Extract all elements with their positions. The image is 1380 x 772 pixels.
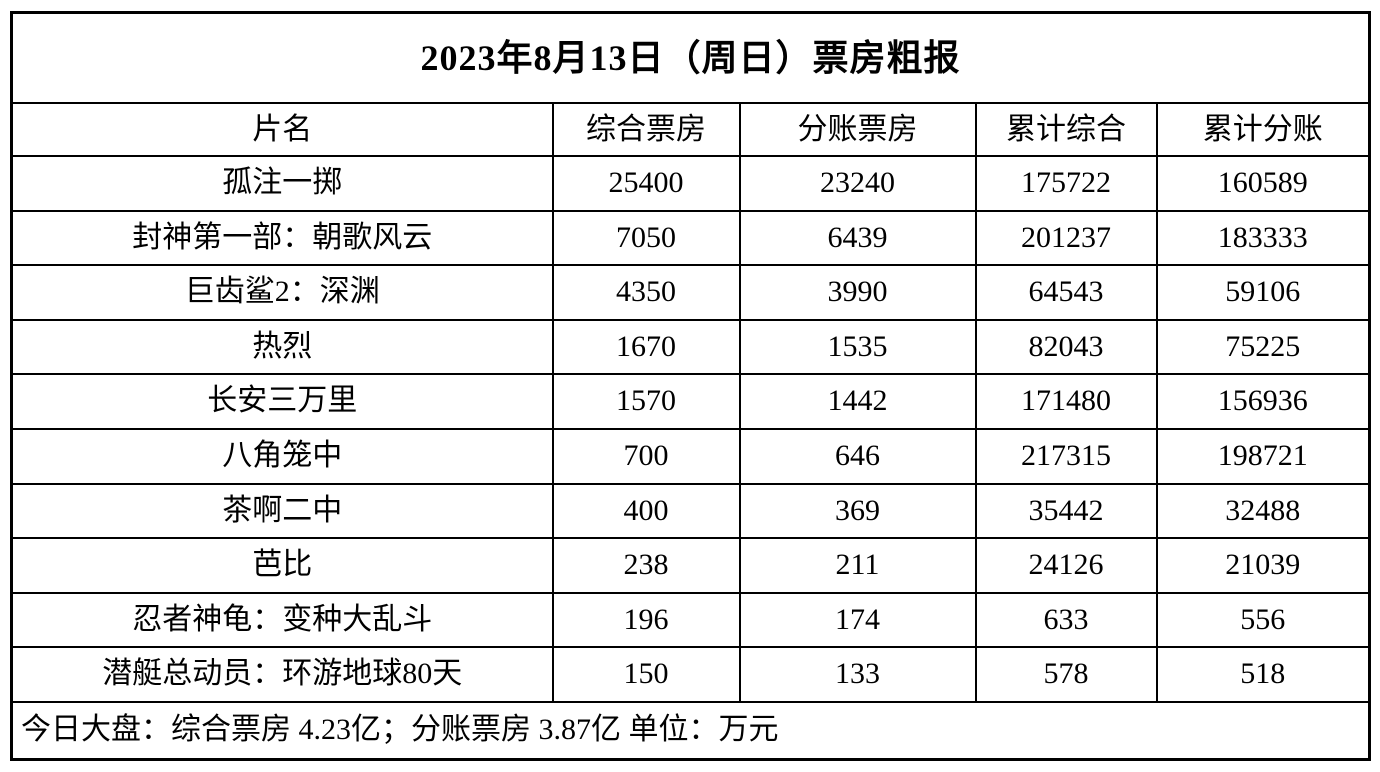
footer-row: 今日大盘：综合票房 4.23亿；分账票房 3.87亿 单位：万元 — [10, 700, 1371, 761]
split-cell: 369 — [738, 482, 977, 540]
gross-cell: 1570 — [551, 373, 741, 430]
cum-split-cell: 75225 — [1155, 318, 1371, 376]
cum-gross-cell: 171480 — [974, 373, 1158, 430]
table-row: 长安三万里 1570 1442 171480 156936 — [10, 373, 1371, 430]
cum-gross-cell: 64543 — [974, 264, 1158, 321]
table-row: 芭比 238 211 24126 21039 — [10, 537, 1371, 594]
title-row: 2023年8月13日（周日）票房粗报 — [10, 11, 1371, 105]
gross-cell: 4350 — [551, 264, 741, 321]
column-header-movie: 片名 — [10, 102, 554, 158]
column-header-cum-gross: 累计综合 — [974, 102, 1158, 158]
movie-name-cell: 长安三万里 — [10, 373, 554, 430]
header-row: 片名 综合票房 分账票房 累计综合 累计分账 — [10, 102, 1371, 158]
gross-cell: 150 — [551, 646, 741, 703]
cum-gross-cell: 35442 — [974, 482, 1158, 540]
cum-split-cell: 156936 — [1155, 373, 1371, 430]
split-cell: 133 — [738, 646, 977, 703]
column-header-split: 分账票房 — [738, 102, 977, 158]
cum-gross-cell: 217315 — [974, 427, 1158, 485]
cum-split-cell: 21039 — [1155, 537, 1371, 594]
gross-cell: 1670 — [551, 318, 741, 376]
report-sheet: 2023年8月13日（周日）票房粗报 片名 综合票房 分账票房 累计综合 累计分… — [10, 11, 1372, 761]
table-row: 巨齿鲨2：深渊 4350 3990 64543 59106 — [10, 264, 1371, 321]
split-cell: 211 — [738, 537, 977, 594]
box-office-table: 2023年8月13日（周日）票房粗报 片名 综合票房 分账票房 累计综合 累计分… — [10, 11, 1372, 761]
table-row: 热烈 1670 1535 82043 75225 — [10, 318, 1371, 376]
split-cell: 6439 — [738, 209, 977, 267]
cum-split-cell: 160589 — [1155, 155, 1371, 212]
split-cell: 3990 — [738, 264, 977, 321]
column-header-cum-split: 累计分账 — [1155, 102, 1371, 158]
gross-cell: 7050 — [551, 209, 741, 267]
split-cell: 1442 — [738, 373, 977, 430]
cum-split-cell: 183333 — [1155, 209, 1371, 267]
movie-name-cell: 潜艇总动员：环游地球80天 — [10, 646, 554, 703]
cum-split-cell: 518 — [1155, 646, 1371, 703]
gross-cell: 238 — [551, 537, 741, 594]
movie-name-cell: 巨齿鲨2：深渊 — [10, 264, 554, 321]
table-title: 2023年8月13日（周日）票房粗报 — [10, 11, 1371, 105]
cum-split-cell: 32488 — [1155, 482, 1371, 540]
table-row: 孤注一掷 25400 23240 175722 160589 — [10, 155, 1371, 212]
cum-gross-cell: 82043 — [974, 318, 1158, 376]
cum-gross-cell: 633 — [974, 591, 1158, 649]
gross-cell: 196 — [551, 591, 741, 649]
cum-split-cell: 198721 — [1155, 427, 1371, 485]
split-cell: 1535 — [738, 318, 977, 376]
daily-total-summary: 今日大盘：综合票房 4.23亿；分账票房 3.87亿 单位：万元 — [10, 700, 1371, 761]
movie-name-cell: 茶啊二中 — [10, 482, 554, 540]
table-row: 封神第一部：朝歌风云 7050 6439 201237 183333 — [10, 209, 1371, 267]
gross-cell: 25400 — [551, 155, 741, 212]
movie-name-cell: 芭比 — [10, 537, 554, 594]
table-row: 茶啊二中 400 369 35442 32488 — [10, 482, 1371, 540]
gross-cell: 400 — [551, 482, 741, 540]
split-cell: 23240 — [738, 155, 977, 212]
split-cell: 174 — [738, 591, 977, 649]
table-row: 潜艇总动员：环游地球80天 150 133 578 518 — [10, 646, 1371, 703]
movie-name-cell: 八角笼中 — [10, 427, 554, 485]
cum-split-cell: 556 — [1155, 591, 1371, 649]
movie-name-cell: 封神第一部：朝歌风云 — [10, 209, 554, 267]
column-header-gross: 综合票房 — [551, 102, 741, 158]
table-row: 八角笼中 700 646 217315 198721 — [10, 427, 1371, 485]
cum-gross-cell: 24126 — [974, 537, 1158, 594]
table-row: 忍者神龟：变种大乱斗 196 174 633 556 — [10, 591, 1371, 649]
split-cell: 646 — [738, 427, 977, 485]
cum-gross-cell: 201237 — [974, 209, 1158, 267]
cum-gross-cell: 175722 — [974, 155, 1158, 212]
movie-name-cell: 孤注一掷 — [10, 155, 554, 212]
movie-name-cell: 热烈 — [10, 318, 554, 376]
movie-name-cell: 忍者神龟：变种大乱斗 — [10, 591, 554, 649]
cum-split-cell: 59106 — [1155, 264, 1371, 321]
cum-gross-cell: 578 — [974, 646, 1158, 703]
gross-cell: 700 — [551, 427, 741, 485]
